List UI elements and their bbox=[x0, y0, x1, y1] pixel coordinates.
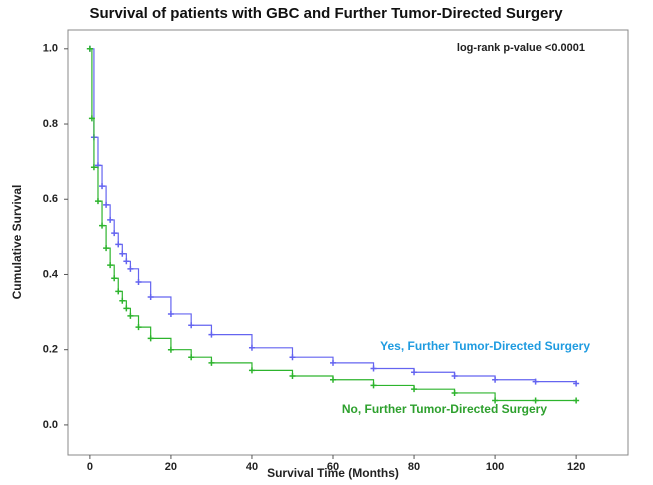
censor-mark bbox=[99, 183, 106, 190]
x-axis-label: Survival Time (Months) bbox=[267, 466, 399, 480]
y-tick-label: 0.6 bbox=[43, 193, 58, 205]
series-label: No, Further Tumor-Directed Surgery bbox=[342, 402, 547, 416]
censor-mark bbox=[99, 222, 106, 229]
censor-mark bbox=[411, 386, 418, 393]
censor-mark bbox=[289, 354, 296, 361]
censor-mark bbox=[370, 382, 377, 389]
censor-mark bbox=[167, 310, 174, 317]
censor-mark bbox=[135, 278, 142, 285]
x-tick-label: 100 bbox=[486, 461, 504, 473]
censor-mark bbox=[119, 297, 126, 304]
censor-mark bbox=[94, 198, 101, 205]
y-axis-label: Cumulative Survival bbox=[10, 185, 24, 300]
censor-mark bbox=[289, 373, 296, 380]
censor-mark bbox=[115, 288, 122, 295]
y-tick-label: 0.0 bbox=[43, 419, 58, 431]
x-tick-label: 80 bbox=[408, 461, 420, 473]
survival-curve bbox=[89, 48, 577, 384]
x-tick-label: 60 bbox=[327, 461, 339, 473]
censor-mark bbox=[147, 294, 154, 301]
censor-mark bbox=[330, 376, 337, 383]
censor-mark bbox=[111, 275, 118, 282]
censor-mark bbox=[107, 262, 114, 269]
censor-mark bbox=[573, 397, 580, 404]
censor-mark bbox=[573, 380, 580, 387]
censor-mark bbox=[103, 201, 110, 208]
censor-mark bbox=[411, 369, 418, 376]
censor-mark bbox=[532, 378, 539, 385]
censor-mark bbox=[127, 265, 134, 272]
x-tick-label: 20 bbox=[165, 461, 177, 473]
censor-mark bbox=[188, 354, 195, 361]
censor-mark bbox=[86, 45, 93, 52]
y-tick-label: 0.2 bbox=[43, 344, 58, 356]
censor-mark bbox=[370, 365, 377, 372]
censor-mark bbox=[167, 346, 174, 353]
x-tick-label: 120 bbox=[567, 461, 585, 473]
censor-mark bbox=[208, 331, 215, 338]
censor-mark bbox=[107, 216, 114, 223]
censor-mark bbox=[330, 359, 337, 366]
y-tick-label: 1.0 bbox=[43, 43, 58, 55]
censor-mark bbox=[208, 359, 215, 366]
x-tick-label: 40 bbox=[246, 461, 258, 473]
censor-mark bbox=[248, 367, 255, 374]
censor-mark bbox=[115, 241, 122, 248]
censor-mark bbox=[147, 335, 154, 342]
censor-mark bbox=[123, 258, 130, 265]
x-tick-label: 0 bbox=[87, 461, 93, 473]
censor-mark bbox=[248, 344, 255, 351]
censor-mark bbox=[103, 245, 110, 252]
censor-mark bbox=[90, 164, 97, 171]
censor-mark bbox=[88, 115, 95, 122]
censor-mark bbox=[451, 373, 458, 380]
censor-mark bbox=[123, 305, 130, 312]
censor-mark bbox=[492, 376, 499, 383]
series-label: Yes, Further Tumor-Directed Surgery bbox=[380, 339, 590, 353]
y-tick-label: 0.4 bbox=[43, 268, 59, 280]
censor-mark bbox=[492, 397, 499, 404]
censor-mark bbox=[111, 230, 118, 237]
y-tick-label: 0.8 bbox=[43, 118, 58, 130]
censor-mark bbox=[451, 389, 458, 396]
plot-frame bbox=[67, 29, 629, 456]
annotation: log-rank p-value <0.0001 bbox=[457, 42, 585, 54]
chart-title: Survival of patients with GBC and Furthe… bbox=[89, 5, 563, 22]
censor-mark bbox=[532, 397, 539, 404]
censor-mark bbox=[188, 322, 195, 329]
censor-mark bbox=[119, 250, 126, 257]
censor-mark bbox=[127, 312, 134, 319]
censor-mark bbox=[135, 324, 142, 331]
